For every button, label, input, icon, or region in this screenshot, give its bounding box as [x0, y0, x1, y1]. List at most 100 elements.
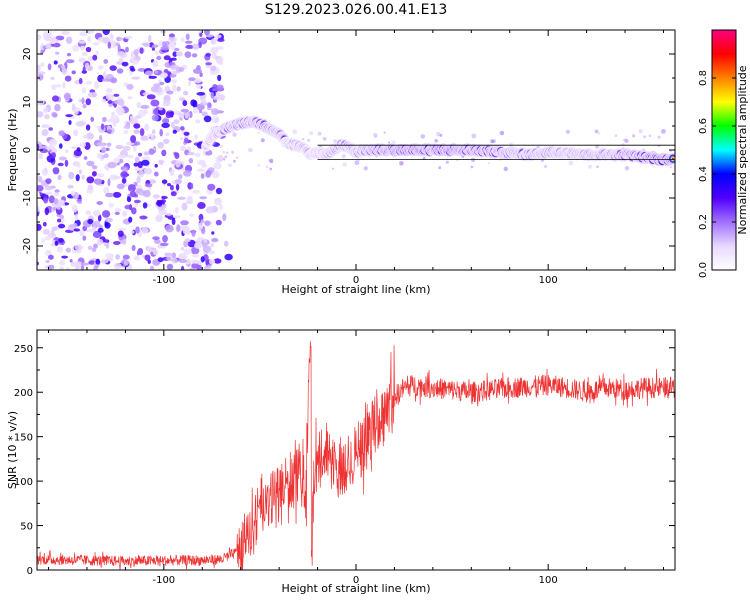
noise-blob	[183, 170, 192, 177]
noise-blob	[81, 174, 85, 180]
noise-blob	[85, 46, 92, 53]
noise-blob	[181, 202, 188, 211]
noise-blob	[42, 221, 47, 227]
noise-blob	[147, 34, 152, 43]
noise-blob	[126, 154, 134, 159]
noise-blob	[159, 160, 164, 166]
noise-blob	[170, 121, 175, 128]
noise-blob	[71, 103, 76, 111]
noise-blob	[203, 267, 211, 270]
noise-blob	[76, 199, 82, 203]
noise-dot	[307, 138, 311, 142]
noise-blob	[211, 108, 219, 116]
noise-blob	[82, 66, 86, 74]
noise-blob	[180, 108, 189, 113]
noise-blob	[215, 55, 224, 64]
noise-blob	[187, 80, 192, 87]
noise-dot	[614, 134, 618, 138]
noise-blob	[37, 223, 42, 231]
y-tick-label: 0	[27, 566, 33, 577]
noise-blob	[116, 183, 125, 190]
noise-dot	[434, 139, 439, 143]
noise-blob	[224, 240, 229, 247]
noise-blob	[51, 152, 56, 159]
noise-blob	[48, 195, 55, 204]
noise-blob	[37, 34, 42, 41]
noise-blob	[133, 162, 139, 167]
noise-blob	[37, 64, 41, 72]
y-tick-label: 50	[20, 522, 33, 533]
noise-blob	[193, 79, 202, 84]
noise-blob	[129, 190, 137, 198]
noise-dot	[231, 150, 235, 154]
noise-blob	[117, 230, 124, 237]
noise-blob	[38, 152, 43, 160]
noise-dot	[499, 130, 505, 136]
bottom-x-axis-label: Height of straight line (km)	[281, 582, 430, 595]
noise-blob	[197, 202, 206, 209]
noise-blob	[92, 54, 98, 61]
noise-blob	[195, 119, 201, 124]
noise-blob	[205, 206, 215, 214]
noise-blob	[133, 123, 141, 129]
noise-blob	[133, 256, 141, 261]
noise-blob	[131, 207, 137, 215]
noise-blob	[123, 260, 129, 266]
noise-blob	[71, 146, 77, 150]
noise-blob	[118, 37, 123, 41]
noise-blob	[169, 169, 175, 177]
noise-blob	[152, 236, 160, 241]
noise-blob	[137, 68, 146, 72]
noise-blob	[105, 192, 114, 198]
noise-blob	[102, 210, 111, 218]
noise-blob	[57, 199, 65, 204]
y-tick-label: 10	[22, 96, 33, 109]
noise-blob	[78, 169, 82, 175]
noise-blob	[171, 79, 177, 84]
noise-blob	[182, 100, 188, 107]
noise-blob	[37, 185, 44, 192]
noise-blob	[122, 254, 130, 260]
noise-blob	[194, 242, 202, 249]
noise-dot	[373, 133, 378, 138]
noise-blob	[50, 229, 55, 236]
noise-blob	[97, 74, 104, 83]
noise-blob	[86, 132, 94, 140]
noise-blob	[175, 206, 179, 214]
noise-blob	[70, 190, 76, 196]
noise-blob	[86, 160, 95, 167]
noise-blob	[117, 154, 127, 159]
noise-blob	[214, 34, 222, 39]
noise-blob	[185, 200, 194, 204]
noise-blob	[80, 262, 90, 266]
noise-blob	[204, 30, 210, 36]
noise-blob	[64, 75, 72, 82]
noise-dot	[309, 131, 313, 136]
noise-blob	[79, 229, 85, 237]
noise-blob	[180, 246, 185, 251]
noise-blob	[176, 224, 181, 232]
noise-blob	[73, 149, 83, 157]
noise-blob	[217, 154, 224, 162]
noise-blob	[217, 38, 225, 42]
noise-dot	[235, 156, 239, 159]
noise-blob	[150, 86, 159, 93]
noise-blob	[123, 129, 129, 135]
noise-blob	[137, 170, 145, 178]
noise-blob	[179, 253, 187, 257]
noise-blob	[45, 259, 50, 264]
noise-blob	[45, 191, 53, 195]
noise-blob	[44, 114, 50, 120]
noise-blob	[83, 156, 88, 160]
noise-blob	[199, 196, 207, 200]
noise-blob	[146, 94, 156, 100]
noise-blob	[79, 31, 88, 37]
noise-blob	[113, 175, 121, 180]
noise-blob	[196, 168, 206, 172]
noise-blob	[75, 121, 85, 127]
noise-blob	[95, 50, 99, 55]
noise-blob	[62, 82, 66, 89]
noise-blob	[40, 62, 45, 67]
noise-blob	[136, 101, 142, 109]
noise-dot	[322, 137, 327, 141]
